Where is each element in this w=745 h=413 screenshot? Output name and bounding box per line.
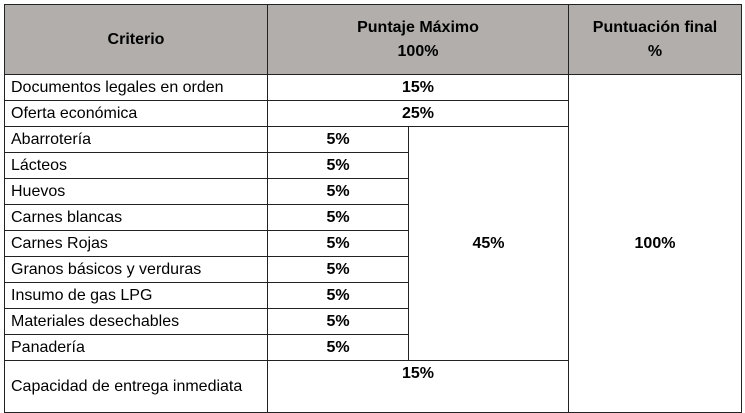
table-row: Lácteos 5% <box>4 152 742 179</box>
criterio-cell: Carnes blancas <box>4 204 268 231</box>
table-row: Oferta económica 25% <box>4 100 742 127</box>
puntaje-cell: 5% <box>267 334 409 361</box>
puntaje-cell: 15% <box>267 74 569 101</box>
criterio-cell: Capacidad de entrega inmediata <box>4 360 268 413</box>
group-total-cell: 45% <box>408 126 569 361</box>
criterio-cell: Carnes Rojas <box>4 230 268 257</box>
puntaje-cell: 5% <box>267 178 409 205</box>
header-criterio: Criterio <box>4 4 268 75</box>
puntaje-cell: 25% <box>267 100 569 127</box>
criterio-cell: Insumo de gas LPG <box>4 282 268 309</box>
header-final-unit: % <box>647 42 663 60</box>
table-row: Abarrotería 5% 45% <box>4 126 742 361</box>
criterio-cell: Panadería <box>4 334 268 361</box>
criteria-table: Criterio Puntaje Máximo 100% Puntuación f… <box>4 4 742 413</box>
puntaje-cell: 5% <box>267 282 409 309</box>
criterio-cell: Granos básicos y verduras <box>4 256 268 283</box>
table-row: Documentos legales en orden 15% 100% <box>4 74 742 413</box>
criterio-cell: Lácteos <box>4 152 268 179</box>
table-row: Granos básicos y verduras 5% <box>4 256 742 283</box>
table-row: Carnes Rojas 5% <box>4 230 742 257</box>
puntaje-cell: 5% <box>267 308 409 335</box>
puntaje-cell: 5% <box>267 152 409 179</box>
table-row: Capacidad de entrega inmediata 15% <box>4 360 742 413</box>
table-row: Huevos 5% <box>4 178 742 205</box>
puntaje-cell: 5% <box>267 230 409 257</box>
criterio-cell: Huevos <box>4 178 268 205</box>
table-row: Insumo de gas LPG 5% <box>4 282 742 309</box>
header-puntaje-total: 100% <box>397 42 439 60</box>
puntaje-cell: 15% <box>267 360 569 413</box>
table-row: Carnes blancas 5% <box>4 204 742 231</box>
criterio-cell: Documentos legales en orden <box>4 74 268 101</box>
table-row: Panadería 5% <box>4 334 742 361</box>
puntaje-cell: 5% <box>267 256 409 283</box>
header-puntaje-title: Puntaje Máximo <box>357 18 479 36</box>
criterio-cell: Oferta económica <box>4 100 268 127</box>
criterio-cell: Abarrotería <box>4 126 268 153</box>
puntaje-cell: 5% <box>267 126 409 153</box>
header-final-title: Puntuación final <box>592 18 718 36</box>
header-row: Criterio Puntaje Máximo 100% Puntuación f… <box>4 4 742 75</box>
criterio-cell: Materiales desechables <box>4 308 268 335</box>
header-final: Puntuación final% <box>568 4 742 75</box>
header-puntaje: Puntaje Máximo 100% <box>267 4 569 75</box>
puntaje-cell: 5% <box>267 204 409 231</box>
final-total-cell: 100% <box>568 74 742 413</box>
